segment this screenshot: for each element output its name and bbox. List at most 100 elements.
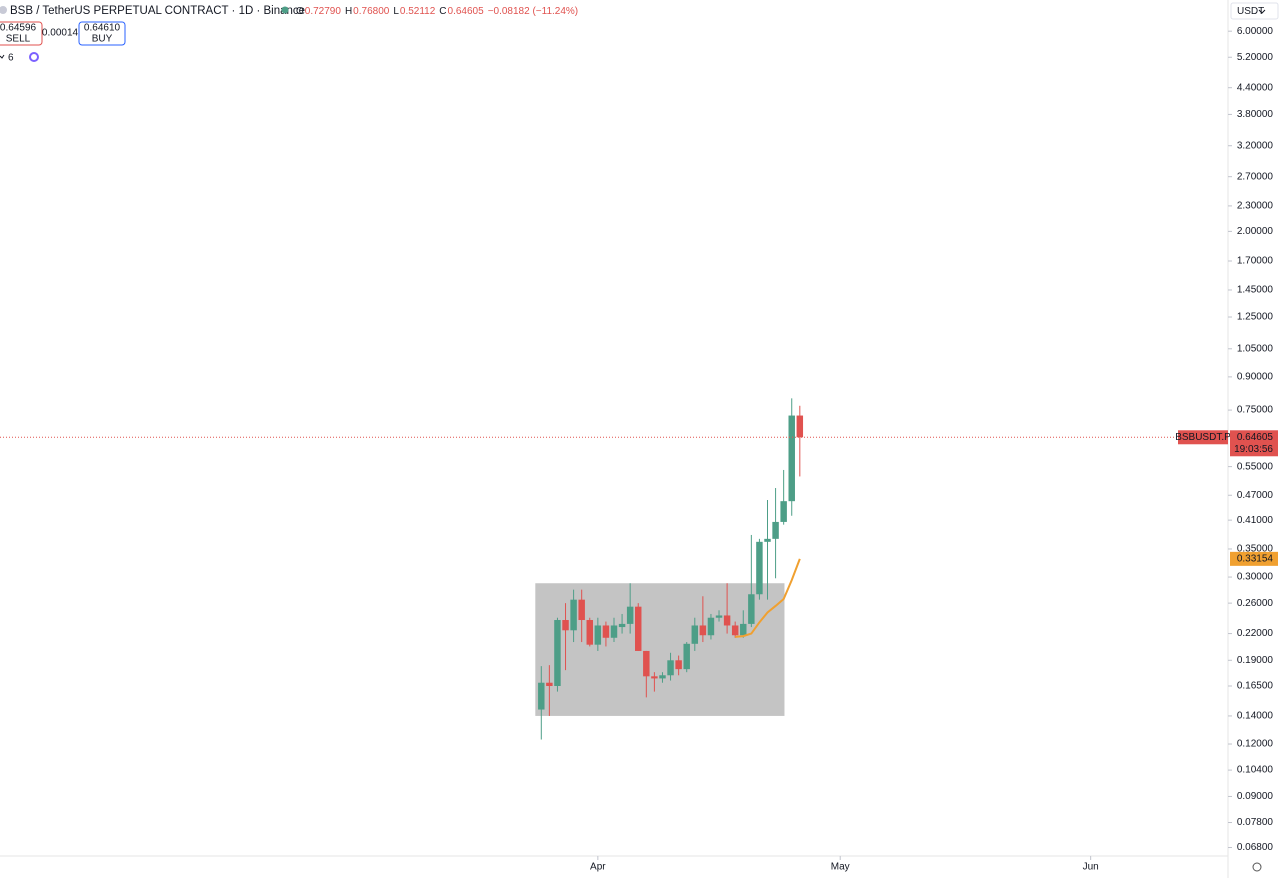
y-tick-label: 3.80000 [1237, 109, 1274, 120]
candle-body [740, 623, 747, 636]
x-tick-label: Apr [590, 862, 606, 873]
y-tick-label: 4.40000 [1237, 82, 1274, 93]
candle-body [610, 625, 618, 638]
last-price-label-bg [1230, 430, 1278, 457]
logo [0, 836, 10, 847]
candle-body [788, 415, 795, 502]
candle-body [643, 650, 650, 677]
candle-body [602, 625, 610, 638]
y-tick-label: 0.19000 [1237, 655, 1274, 666]
y-tick-label: 0.16500 [1237, 681, 1274, 692]
y-tick-label: 0.90000 [1237, 372, 1274, 383]
h-label: H [345, 6, 352, 17]
buy-label: BUY [92, 34, 113, 45]
ohlc: O0.72790 H0.76800 L0.52112 C0.64605 −0.08182… [296, 6, 578, 17]
y-tick-label: 0.12000 [1237, 739, 1274, 750]
y-tick-label: 1.70000 [1237, 256, 1274, 267]
candle-body [651, 676, 658, 679]
candle-body [594, 625, 602, 645]
x-tick-label: May [831, 862, 850, 873]
candle-body [578, 599, 585, 621]
settings-icon[interactable] [1252, 862, 1262, 872]
buy-price: 0.64610 [84, 23, 121, 34]
last-price-label: 0.64605 [1237, 432, 1274, 443]
y-tick-label: 2.70000 [1237, 171, 1274, 182]
currency-selector[interactable] [1230, 2, 1279, 20]
candle-body [772, 521, 779, 539]
y-tick-label: 0.41000 [1237, 515, 1274, 526]
candle-body [667, 660, 674, 676]
l-value: 0.52112 [400, 6, 436, 17]
candle-body [538, 682, 545, 710]
y-tick-label: 0.14000 [1237, 711, 1274, 722]
candle-body [635, 606, 642, 651]
candle-body [796, 415, 804, 438]
candle-body [659, 675, 666, 679]
candle-body [723, 615, 731, 626]
spread: 0.00014 [42, 28, 79, 39]
y-tick-label: 0.35000 [1237, 544, 1274, 555]
y-tick-label: 0.06800 [1237, 842, 1274, 853]
symbol-label-bg [1178, 430, 1228, 445]
y-tick-label: 2.00000 [1237, 226, 1274, 237]
x-tick-label: Jun [1083, 862, 1099, 873]
candle-body [715, 615, 723, 618]
symbol-title: BSB / TetherUS PERPETUAL CONTRACT · 1D ·… [10, 5, 305, 17]
ma-label-bg [1230, 551, 1278, 566]
buy-button[interactable] [78, 21, 126, 46]
candle-body [731, 625, 739, 636]
candle-body [586, 620, 593, 645]
candle-body [546, 682, 553, 686]
symbol-label: BSBUSDT.P [1175, 432, 1231, 443]
y-tick-label: 0.26000 [1237, 598, 1274, 609]
moving-average [735, 558, 801, 638]
h-value: 0.76800 [353, 6, 390, 17]
candle-body [675, 660, 682, 670]
y-tick-label: 0.10400 [1237, 765, 1274, 776]
l-label: L [393, 6, 399, 17]
c-label: C [439, 6, 446, 17]
y-tick-label: 2.30000 [1237, 201, 1274, 212]
o-label: O [296, 6, 304, 17]
change: −0.08182 (−11.24%) [488, 6, 578, 17]
y-tick-label: 0.75000 [1237, 405, 1274, 416]
currency: USDT [1237, 6, 1264, 17]
collapse-icon[interactable] [0, 54, 5, 59]
y-tick-label: 0.47000 [1237, 490, 1274, 501]
candle-body [618, 623, 626, 628]
candle-body [691, 625, 699, 644]
symbol-icon [0, 6, 7, 14]
sell-price: 0.64596 [0, 23, 37, 34]
y-tick-label: 1.45000 [1237, 285, 1274, 296]
y-tick-label: 1.25000 [1237, 312, 1274, 323]
candle-body [707, 617, 715, 636]
candle-body [699, 625, 707, 636]
y-tick-label: 0.07800 [1237, 817, 1274, 828]
countdown: 19:03:56 [1234, 444, 1273, 455]
y-tick-label: 0.55000 [1237, 461, 1274, 472]
candle-body [756, 541, 763, 595]
candle-body [554, 620, 561, 686]
y-tick-label: 6.00000 [1237, 26, 1274, 37]
y-tick-label: 0.09000 [1237, 791, 1274, 802]
dropdown-icon [1258, 9, 1266, 14]
indicator-count: 6 [8, 53, 14, 64]
indicator-icon[interactable] [29, 52, 39, 62]
y-tick-label: 1.05000 [1237, 343, 1274, 354]
y-tick-label: 0.22000 [1237, 628, 1274, 639]
candle-body [562, 620, 569, 631]
plot-area [535, 398, 804, 740]
market-status [281, 6, 289, 14]
y-tick-label: 5.20000 [1237, 52, 1274, 63]
y-tick-label: 0.30000 [1237, 572, 1274, 583]
candle-body [570, 599, 577, 631]
ma-label: 0.33154 [1237, 553, 1274, 564]
candle-body [780, 501, 787, 522]
o-value: 0.72790 [305, 6, 342, 17]
candle-body [748, 594, 755, 624]
c-value: 0.64605 [448, 6, 485, 17]
candle-body [626, 606, 634, 624]
sell-button[interactable] [0, 21, 43, 46]
